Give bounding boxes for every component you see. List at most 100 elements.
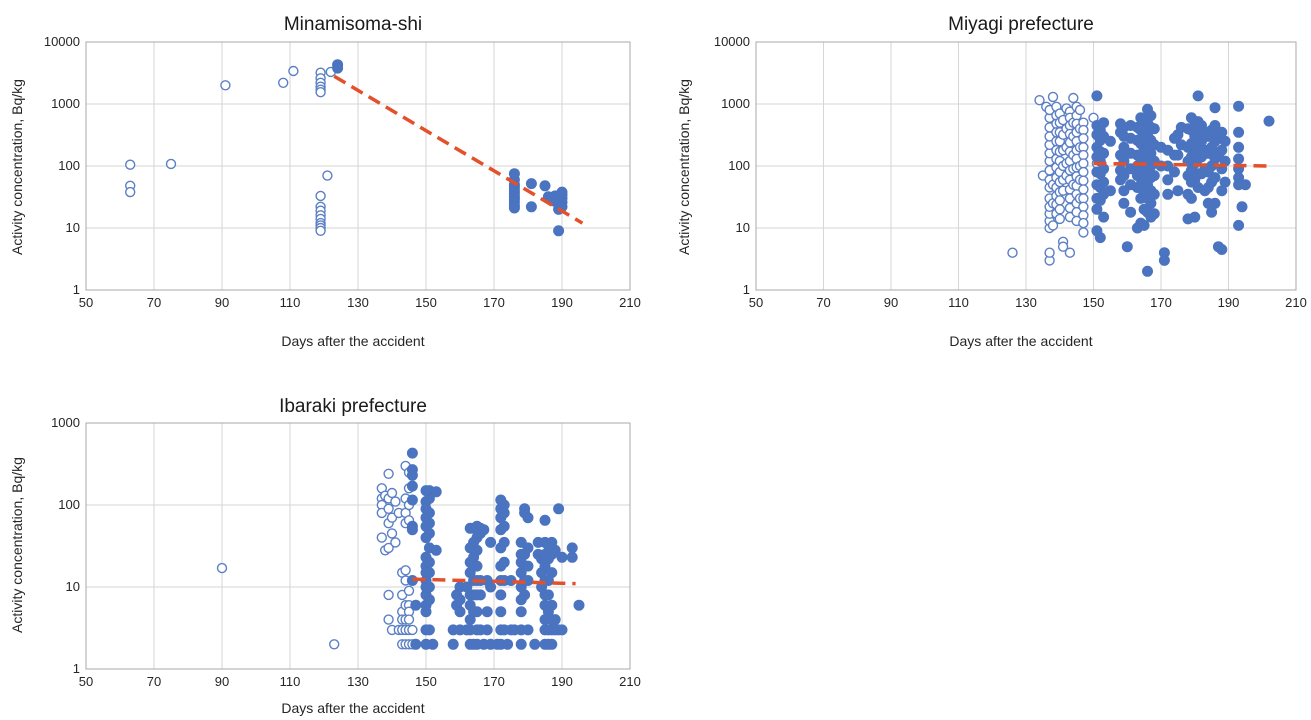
data-point-filled — [515, 606, 527, 618]
data-point-open — [278, 77, 289, 89]
data-point-filled — [478, 524, 490, 536]
data-point-filled — [406, 524, 418, 536]
data-point-open — [1007, 247, 1018, 258]
data-point-filled — [1236, 201, 1248, 213]
data-point-filled — [406, 494, 418, 506]
x-tick-label: 210 — [619, 674, 641, 689]
data-point-filled — [522, 512, 534, 524]
data-point-filled — [1216, 244, 1228, 255]
data-point-filled — [423, 624, 435, 636]
x-tick-label: 90 — [884, 295, 898, 310]
open-marker-series — [1007, 91, 1103, 266]
plot-frame — [85, 41, 631, 291]
y-axis-label: Activity concentration, Bq/kg — [9, 79, 25, 255]
data-point-filled — [1098, 211, 1110, 223]
data-point-filled — [471, 544, 483, 556]
data-point-filled — [1162, 174, 1174, 186]
data-point-filled — [1118, 170, 1130, 182]
data-point-open — [1068, 92, 1079, 104]
data-point-filled — [410, 638, 422, 650]
data-point-filled — [502, 638, 514, 650]
data-point-filled — [1094, 232, 1106, 244]
data-point-open — [220, 80, 231, 91]
data-point-open — [386, 512, 398, 523]
x-tick-label: 170 — [483, 295, 505, 310]
data-point-filled — [454, 606, 466, 618]
x-tick-label: 190 — [1218, 295, 1240, 310]
data-point-open — [403, 585, 415, 596]
data-point-filled — [1162, 188, 1174, 200]
data-point-filled — [423, 594, 435, 606]
data-point-filled — [423, 581, 435, 593]
y-tick-label: 10000 — [44, 34, 80, 49]
open-marker-series — [216, 460, 418, 650]
data-point-open — [329, 639, 340, 650]
x-tick-label: 130 — [1015, 295, 1037, 310]
data-point-open — [1044, 247, 1055, 258]
data-point-filled — [332, 62, 344, 74]
x-tick-label: 110 — [948, 295, 969, 310]
data-point-filled — [508, 202, 520, 214]
x-axis-label: Days after the accident — [281, 333, 424, 349]
y-tick-label: 100 — [58, 158, 80, 173]
data-point-open — [1078, 193, 1089, 204]
y-tick-label: 10 — [736, 220, 750, 235]
data-point-filled — [454, 594, 466, 606]
data-point-open — [1078, 175, 1089, 186]
data-point-filled — [423, 517, 435, 529]
data-point-filled — [1158, 254, 1170, 266]
data-point-open — [390, 537, 401, 548]
data-point-open — [376, 532, 387, 543]
y-tick-label: 1 — [73, 661, 80, 676]
filled-marker-series — [406, 447, 585, 650]
data-point-open — [1078, 158, 1089, 169]
y-tick-label: 1000 — [51, 96, 80, 111]
data-point-filled — [539, 514, 551, 526]
panel-ibaraki: Ibaraki prefecture Days after the accide… — [9, 396, 641, 716]
data-point-filled — [1148, 170, 1160, 182]
data-point-open — [400, 565, 411, 576]
data-point-filled — [423, 556, 435, 568]
x-axis-label: Days after the accident — [281, 700, 424, 716]
data-point-filled — [522, 624, 534, 636]
data-point-filled — [1121, 241, 1133, 253]
data-point-filled — [495, 606, 507, 618]
data-point-filled — [423, 493, 435, 504]
data-point-filled — [522, 560, 534, 572]
y-axis-label: Activity concentration, Bq/kg — [9, 457, 25, 633]
y-tick-label: 1 — [73, 282, 80, 297]
data-point-filled — [542, 589, 554, 601]
data-point-filled — [566, 551, 578, 563]
x-tick-label: 70 — [147, 674, 161, 689]
data-point-open — [1078, 133, 1089, 144]
data-point-filled — [1209, 172, 1221, 184]
data-point-filled — [1219, 135, 1231, 147]
x-tick-label: 190 — [551, 674, 573, 689]
panel-minamisoma: Minamisoma-shi Days after the accident A… — [9, 14, 641, 349]
data-point-filled — [1209, 120, 1221, 131]
data-point-open — [315, 190, 326, 202]
data-point-filled — [410, 599, 422, 611]
filled-marker-series — [332, 59, 568, 237]
data-point-open — [1074, 104, 1086, 116]
data-point-filled — [420, 606, 432, 618]
chart-title: Ibaraki prefecture — [279, 396, 427, 417]
x-axis-label: Days after the accident — [949, 333, 1092, 349]
data-point-filled — [553, 225, 565, 237]
data-point-open — [1054, 213, 1066, 225]
data-point-filled — [1145, 197, 1157, 209]
x-tick-label: 150 — [415, 674, 437, 689]
data-point-open — [216, 562, 228, 574]
data-point-filled — [1138, 219, 1150, 231]
data-point-open — [386, 487, 398, 499]
trend-line — [333, 74, 584, 225]
y-tick-label: 1 — [743, 282, 750, 297]
x-tick-label: 110 — [280, 674, 301, 689]
data-point-filled — [1169, 166, 1180, 178]
data-point-filled — [549, 544, 561, 556]
data-point-filled — [498, 536, 510, 548]
data-point-filled — [423, 527, 435, 539]
data-point-open — [1047, 91, 1059, 103]
data-point-open — [383, 542, 394, 554]
x-tick-label: 130 — [347, 295, 369, 310]
